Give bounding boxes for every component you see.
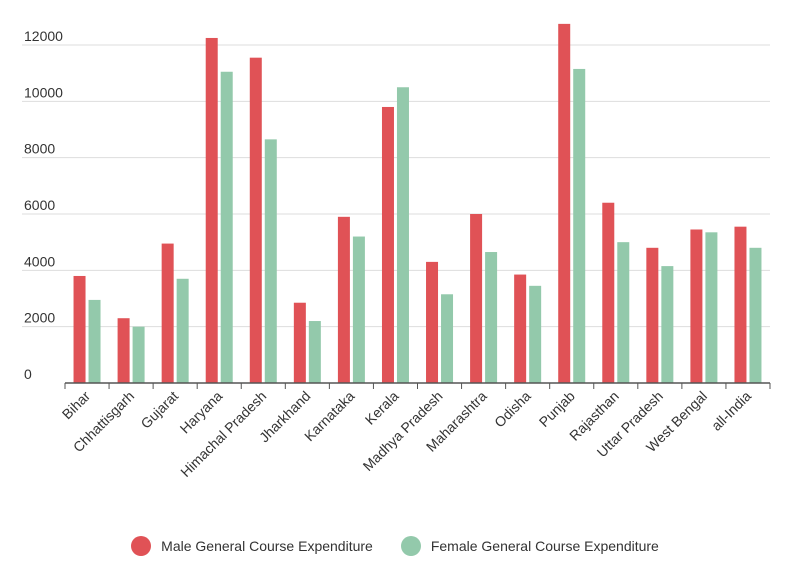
bar-female[interactable] (88, 299, 101, 383)
x-axis (64, 382, 771, 389)
bar-male[interactable] (690, 229, 703, 383)
category-label: Odisha (491, 388, 534, 431)
bar-female[interactable] (573, 68, 586, 384)
y-axis-ticks: 0 2000 4000 6000 8000 10000 12000 (24, 28, 63, 382)
bar-male[interactable] (734, 226, 747, 383)
legend: Male General Course Expenditure Female G… (0, 532, 790, 560)
y-tick-label: 0 (24, 366, 32, 382)
legend-swatch-male (131, 536, 152, 556)
category-label: Bihar (59, 388, 94, 423)
bar-female[interactable] (396, 87, 409, 383)
bar-female[interactable] (220, 71, 233, 383)
bar-female[interactable] (132, 326, 145, 383)
bar-female[interactable] (441, 294, 454, 383)
bar-male[interactable] (646, 247, 659, 383)
bar-female[interactable] (264, 139, 277, 383)
bar-female[interactable] (176, 278, 189, 383)
bar-male[interactable] (293, 302, 306, 383)
bar-male[interactable] (426, 261, 439, 383)
category-label: Punjab (536, 388, 578, 430)
y-tick-label: 4000 (24, 253, 55, 269)
bar-female[interactable] (529, 285, 542, 383)
y-tick-label: 6000 (24, 197, 55, 213)
y-tick-label: 12000 (24, 28, 63, 44)
bar-male[interactable] (117, 318, 130, 383)
y-tick-label: 2000 (24, 310, 55, 326)
legend-item-male[interactable]: Male General Course Expenditure (131, 536, 373, 556)
bars (73, 23, 762, 384)
bar-male[interactable] (602, 202, 615, 383)
bar-female[interactable] (705, 232, 718, 383)
gridlines (22, 44, 770, 328)
bar-female[interactable] (749, 247, 762, 383)
bar-male[interactable] (73, 275, 86, 383)
bar-female[interactable] (617, 242, 630, 383)
category-label: Kerala (362, 388, 402, 428)
legend-label-male: Male General Course Expenditure (161, 538, 373, 554)
legend-item-female[interactable]: Female General Course Expenditure (400, 536, 659, 556)
legend-swatch-female (400, 536, 421, 556)
y-tick-label: 8000 (24, 141, 55, 157)
category-label: all-India (708, 388, 754, 434)
bar-male[interactable] (514, 274, 527, 383)
bar-female[interactable] (352, 236, 365, 383)
bar-male[interactable] (381, 106, 394, 383)
bar-male[interactable] (470, 214, 483, 383)
bar-male[interactable] (337, 216, 350, 383)
bar-male[interactable] (249, 57, 262, 384)
bar-female[interactable] (661, 266, 674, 383)
bar-female[interactable] (308, 321, 321, 383)
bar-male[interactable] (161, 243, 174, 383)
y-tick-label: 10000 (24, 84, 63, 100)
bar-female[interactable] (485, 252, 498, 383)
legend-label-female: Female General Course Expenditure (430, 538, 659, 554)
category-label: Madhya Pradesh (359, 388, 445, 474)
bar-male[interactable] (558, 23, 571, 383)
bar-male[interactable] (205, 37, 218, 383)
category-label: Gujarat (137, 388, 181, 432)
